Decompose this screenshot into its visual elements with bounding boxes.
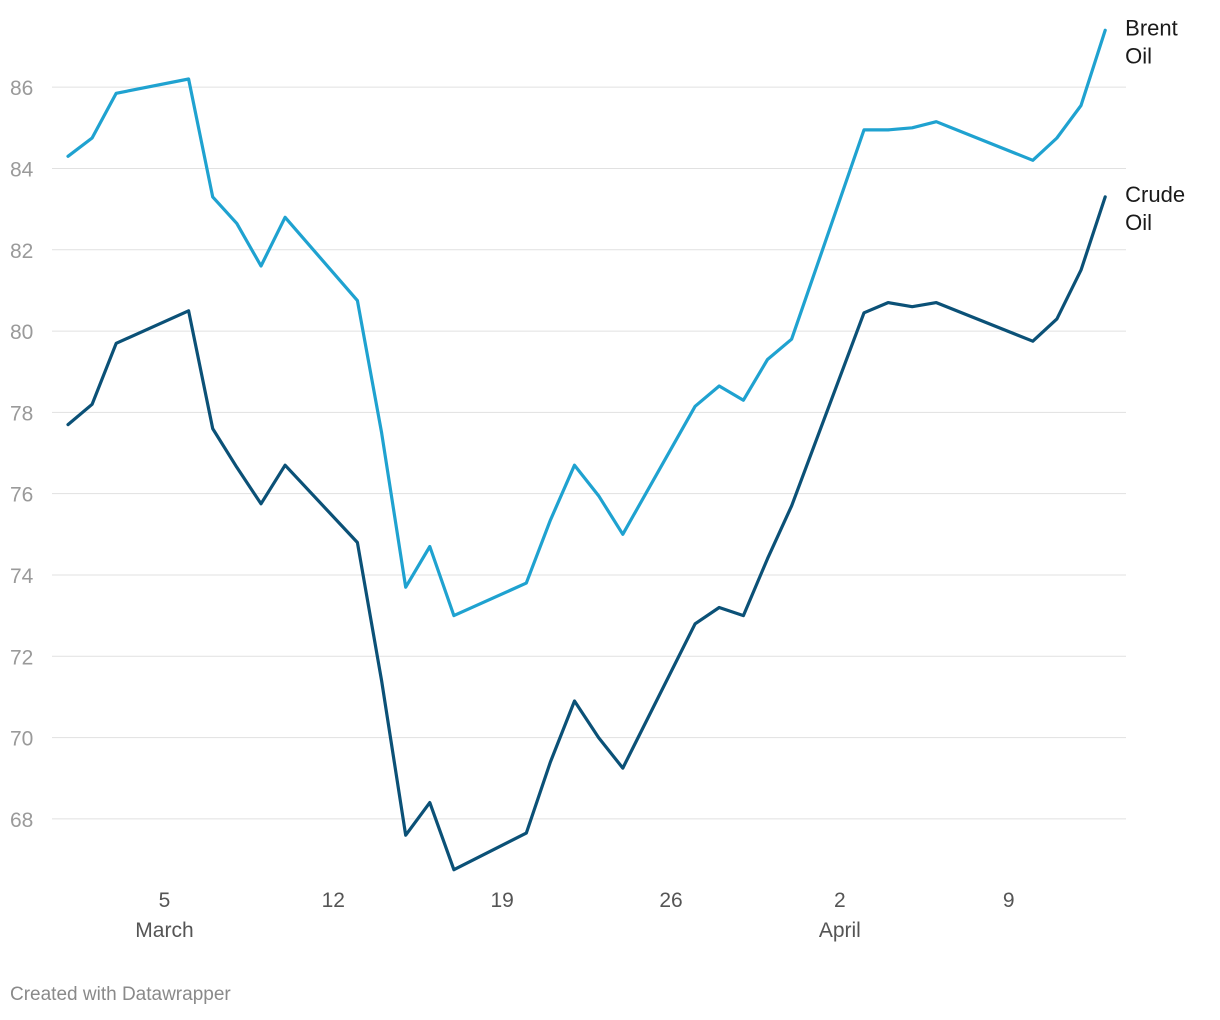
y-tick-label: 70 xyxy=(10,728,33,751)
series-labels: Brent Oil Crude Oil xyxy=(1125,15,1185,235)
series-label: Crude Oil xyxy=(1125,182,1185,235)
y-tick-label: 72 xyxy=(10,646,33,669)
x-tick-label: 2 xyxy=(834,889,846,912)
x-tick-label: 9 xyxy=(1003,889,1015,912)
y-tick-label: 78 xyxy=(10,402,33,425)
gridlines xyxy=(52,86,1126,820)
y-tick-label: 80 xyxy=(10,321,33,344)
x-axis-tick-labels: 5 March 12 19 26 2 April 9 xyxy=(135,889,1014,942)
y-tick-label: 84 xyxy=(10,158,34,181)
y-tick-label: 82 xyxy=(10,240,33,263)
series-label: Brent Oil xyxy=(1125,15,1178,68)
y-tick-label: 68 xyxy=(10,809,33,832)
credit-footer: Created with Datawrapper xyxy=(10,984,231,1005)
series-lines xyxy=(66,28,1107,872)
x-tick-label: 12 xyxy=(322,889,345,912)
x-tick-month-label: April xyxy=(819,919,861,942)
x-tick-month-label: March xyxy=(135,919,193,942)
series-line xyxy=(66,195,1107,872)
x-tick-label: 5 xyxy=(159,889,171,912)
x-tick-label: 26 xyxy=(659,889,682,912)
y-axis-tick-labels: 68 70 72 74 76 78 80 82 84 86 xyxy=(10,77,34,832)
y-tick-label: 74 xyxy=(10,565,34,588)
y-tick-label: 86 xyxy=(10,77,33,100)
series-line xyxy=(66,28,1107,618)
y-tick-label: 76 xyxy=(10,484,33,507)
x-tick-label: 19 xyxy=(490,889,513,912)
